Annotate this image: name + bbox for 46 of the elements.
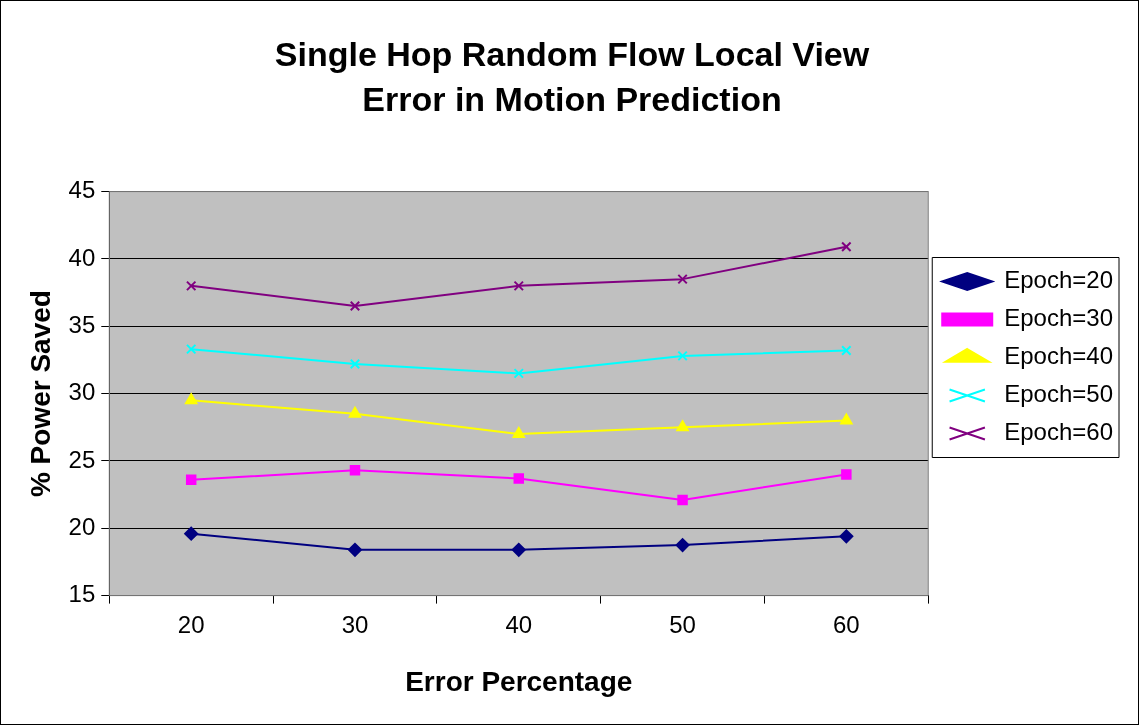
point	[677, 350, 688, 362]
point	[675, 538, 690, 553]
legend-label: Epoch=20	[1004, 266, 1113, 294]
point	[841, 345, 852, 356]
point	[348, 406, 362, 418]
point	[349, 300, 361, 312]
x-tick-label: 20	[177, 610, 205, 638]
x-axis-title: Error Percentage	[405, 665, 633, 697]
y-tick-label: 15	[68, 580, 96, 608]
x-tick-label: 50	[669, 610, 696, 638]
point	[347, 542, 362, 557]
point	[349, 358, 361, 370]
y-tick-label: 30	[68, 378, 96, 406]
point	[512, 427, 525, 438]
point	[184, 393, 198, 405]
point	[513, 280, 525, 292]
point	[677, 494, 688, 506]
legend-label: Epoch=60	[1004, 418, 1113, 446]
legend-label: Epoch=30	[1004, 304, 1113, 332]
point	[839, 529, 854, 544]
x-tick-label: 60	[832, 610, 860, 638]
point	[677, 273, 688, 285]
y-axis-title: % Power Saved	[24, 290, 56, 498]
chart-title: Single Hop Random Flow Local View	[274, 34, 870, 73]
point	[676, 420, 689, 432]
chart-subtitle: Error in Motion Prediction	[362, 79, 782, 118]
point	[513, 368, 525, 379]
y-tick-label: 25	[68, 445, 96, 473]
legend-label: Epoch=40	[1004, 342, 1113, 370]
legend-label: Epoch=50	[1004, 380, 1113, 408]
point	[185, 474, 197, 486]
x-tick-label: 40	[505, 610, 533, 638]
y-tick-label: 35	[68, 310, 96, 338]
y-tick-label: 45	[68, 176, 96, 204]
point	[185, 343, 197, 355]
x-tick-label: 30	[341, 610, 369, 638]
point	[513, 473, 525, 484]
y-tick-label: 40	[68, 243, 96, 271]
y-tick-label: 20	[68, 512, 96, 540]
point	[349, 465, 361, 476]
point	[840, 413, 853, 425]
point	[184, 526, 199, 541]
point	[511, 542, 526, 557]
point	[841, 469, 852, 480]
point	[841, 241, 852, 253]
point	[185, 280, 197, 292]
